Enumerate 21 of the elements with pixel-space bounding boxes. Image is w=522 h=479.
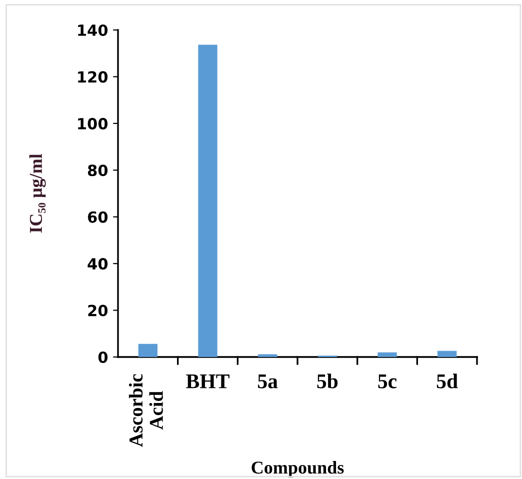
x-axis-title: Compounds [252, 461, 344, 478]
y-axis-title: IC₅₀ μg/ml [29, 154, 46, 233]
y-tick-label: 140 [78, 24, 108, 36]
y-tick-label: 120 [78, 71, 108, 83]
bar [198, 44, 218, 357]
bar [138, 344, 158, 357]
x-tick-label: BHT [186, 374, 230, 388]
y-tick-label: 40 [88, 258, 108, 270]
y-tick-label: 0 [98, 351, 108, 364]
y-tick-label: 20 [88, 304, 108, 316]
bar [378, 352, 397, 357]
x-tick-label: 5c [378, 374, 397, 388]
x-tick-label: Ascorbic Acid [128, 374, 163, 447]
bar [258, 354, 278, 357]
x-tick-label: 5a [258, 374, 278, 388]
y-tick-label: 100 [78, 118, 108, 130]
y-tick-label: 60 [88, 211, 108, 223]
x-tick-label: 5d [436, 374, 458, 388]
x-tick-label: 5b [317, 374, 338, 388]
bar [438, 350, 457, 357]
y-tick-label: 80 [88, 164, 108, 176]
